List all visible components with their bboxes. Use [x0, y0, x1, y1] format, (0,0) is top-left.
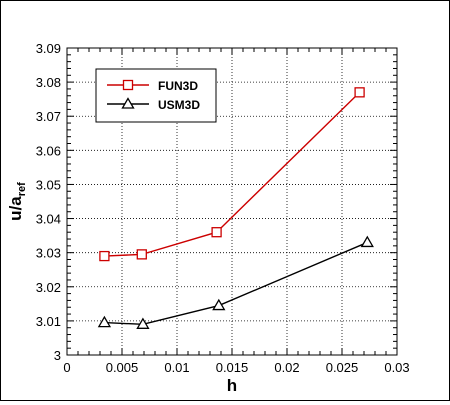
- x-tick-label: 0.015: [216, 360, 249, 375]
- series-fun3d: [99, 87, 365, 262]
- x-tick-label: 0.01: [164, 360, 189, 375]
- data-point-usm3d: [212, 298, 226, 311]
- data-point-usm3d: [136, 317, 150, 329]
- series-line-usm3d: [104, 241, 368, 326]
- y-tick-label: 3.02: [36, 280, 61, 295]
- data-point-fun3d: [211, 227, 222, 238]
- data-point-fun3d: [136, 249, 147, 260]
- y-axis-label: u/aref: [6, 182, 28, 221]
- legend-box: [95, 68, 217, 123]
- y-tick-label: 3.01: [36, 314, 61, 329]
- y-tick-label: 3.06: [36, 143, 61, 158]
- data-point-usm3d: [360, 235, 374, 248]
- series-line-fun3d: [104, 91, 361, 257]
- x-axis-label: h: [227, 376, 237, 395]
- series-usm3d: [97, 235, 374, 329]
- y-tick-label: 3: [54, 348, 61, 363]
- legend-label-usm3d: USM3D: [158, 98, 200, 112]
- legend-marker-usm3d: [121, 97, 135, 109]
- y-tick-label: 3.04: [36, 212, 61, 227]
- y-tick-label: 3.08: [36, 75, 61, 90]
- legend-label-fun3d: FUN3D: [158, 79, 198, 93]
- y-tick-label: 3.07: [36, 109, 61, 124]
- x-tick-label: 0.02: [274, 360, 299, 375]
- legend-marker-fun3d: [122, 79, 134, 91]
- legend: FUN3D USM3D: [95, 68, 217, 123]
- data-point-usm3d: [97, 315, 112, 328]
- y-tick-label: 3.05: [36, 177, 61, 192]
- axis-ticks: 0 0.005 0.01 0.015 0.02 0.025 0.03 3 3.01 3.02 3.0…: [36, 41, 410, 375]
- x-tick-label: 0.03: [384, 360, 409, 375]
- y-axis-label-main: u/a: [6, 196, 25, 221]
- data-point-fun3d: [354, 87, 365, 98]
- data-point-fun3d: [99, 250, 110, 262]
- series: [97, 87, 374, 329]
- x-tick-label: 0: [63, 360, 70, 375]
- x-tick-label: 0.005: [106, 360, 139, 375]
- y-tick-label: 3.09: [36, 41, 61, 56]
- x-tick-label: 0.025: [326, 360, 359, 375]
- y-axis-label-subscript: ref: [16, 182, 28, 196]
- y-tick-label: 3.03: [36, 246, 61, 261]
